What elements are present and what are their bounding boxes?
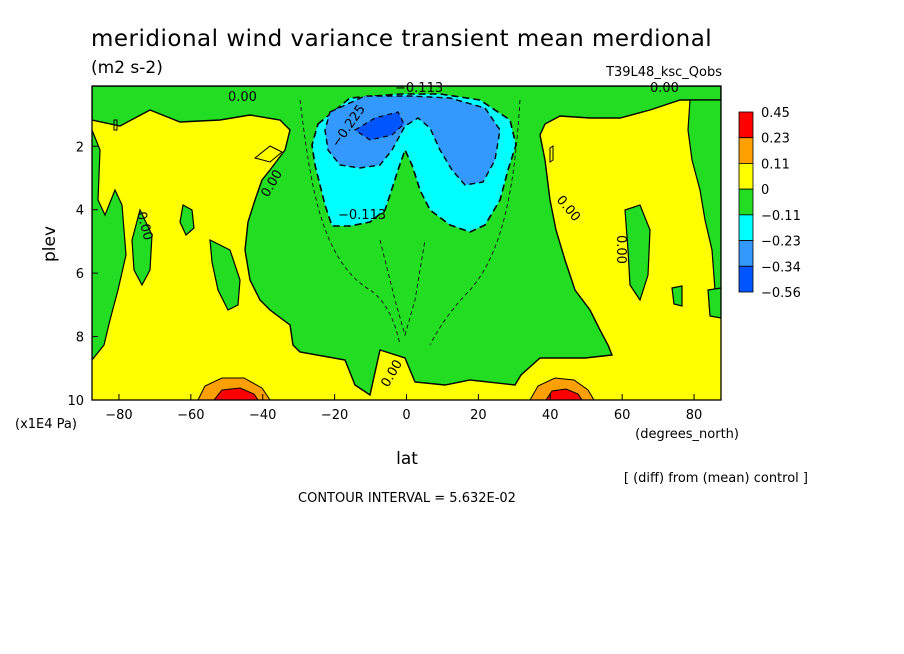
region-red-right: [545, 388, 583, 400]
chart-title: meridional wind variance transient mean …: [91, 26, 712, 52]
colorbar-swatch: [738, 163, 754, 190]
contour-dashed-2: [429, 99, 521, 346]
contour-label: 0.00: [228, 90, 257, 105]
y-tick-label: 10: [67, 394, 84, 409]
contour-small-left: [253, 145, 283, 163]
region-darkblue: [353, 111, 405, 141]
contour-small-left-2: [113, 119, 118, 131]
colorbar-label: 0: [761, 183, 769, 198]
colorbar-label: 0.23: [761, 132, 790, 147]
contour-label: −0.113: [395, 81, 443, 96]
region-green-left-2: [131, 208, 153, 287]
chart-units: (m2 s-2): [91, 58, 163, 78]
region-green-left-4: [209, 238, 241, 311]
y-tick-label: 4: [76, 204, 84, 219]
x-tick-label: 40: [542, 408, 559, 423]
colorbar: 0.45 0.23 0.11 0 −0.11 −0.23 −0.34 −0.56: [738, 106, 801, 301]
colorbar-label: −0.11: [761, 209, 801, 224]
contour-small-right: [549, 145, 554, 163]
y-axis-units: (x1E4 Pa): [15, 417, 77, 432]
colorbar-swatch: [738, 265, 754, 293]
region-green-center: [92, 86, 721, 397]
x-axis-units: (degrees_north): [635, 427, 739, 442]
contour-label: 0.00: [650, 81, 679, 96]
contour-interval: CONTOUR INTERVAL = 5.632E-02: [298, 491, 516, 506]
colorbar-swatch: [738, 137, 754, 164]
contour-dashed-3: [379, 239, 426, 337]
x-tick-label: 80: [686, 408, 703, 423]
region-green-left-1: [92, 129, 127, 361]
x-tick-label: −60: [177, 408, 204, 423]
colorbar-swatch: [738, 214, 754, 241]
region-green-right-1: [687, 99, 721, 302]
experiment-label: T39L48_ksc_Qobs: [605, 65, 722, 80]
colorbar-label: 0.11: [761, 157, 790, 172]
region-blue: [324, 95, 501, 186]
x-tick-label: 20: [470, 408, 487, 423]
y-axis-label: plev: [40, 226, 60, 262]
y-tick-label: 6: [76, 267, 84, 282]
x-tick-label: 60: [614, 408, 631, 423]
x-tick-label: −40: [249, 408, 276, 423]
colorbar-swatch: [738, 111, 754, 139]
colorbar-swatch: [738, 188, 754, 216]
region-green-right-3: [671, 285, 683, 307]
region-green-left-3: [179, 204, 195, 236]
y-tick-label: 8: [76, 331, 84, 346]
x-tick-label: −20: [321, 408, 348, 423]
diff-note: [ (diff) from (mean) control ]: [624, 471, 808, 486]
y-axis: 2 4 6 8 10: [67, 140, 98, 409]
y-tick-label: 2: [76, 140, 84, 155]
colorbar-swatch: [738, 240, 754, 267]
x-tick-label: −80: [105, 408, 132, 423]
contour-label: 0.00: [613, 235, 628, 264]
colorbar-label: −0.56: [761, 286, 801, 301]
region-green-right-2: [624, 204, 651, 302]
contour-label: −0.113: [338, 208, 386, 223]
colorbar-label: −0.34: [761, 260, 801, 275]
region-green-right-4: [707, 287, 721, 319]
region-red-left: [213, 387, 259, 400]
colorbar-label: −0.23: [761, 235, 801, 250]
colorbar-label: 0.45: [761, 106, 790, 121]
x-tick-label: 0: [402, 408, 410, 423]
plot-area: 0.00 −0.113 −0.225 −0.113 0.00 0.00 0.00…: [91, 81, 722, 401]
x-axis: −80 −60 −40 −20 0 20 40 60 80: [105, 394, 702, 423]
contour-label: 0.00: [133, 210, 155, 242]
x-axis-label: lat: [396, 449, 418, 469]
contour-dashed-1: [299, 99, 401, 346]
